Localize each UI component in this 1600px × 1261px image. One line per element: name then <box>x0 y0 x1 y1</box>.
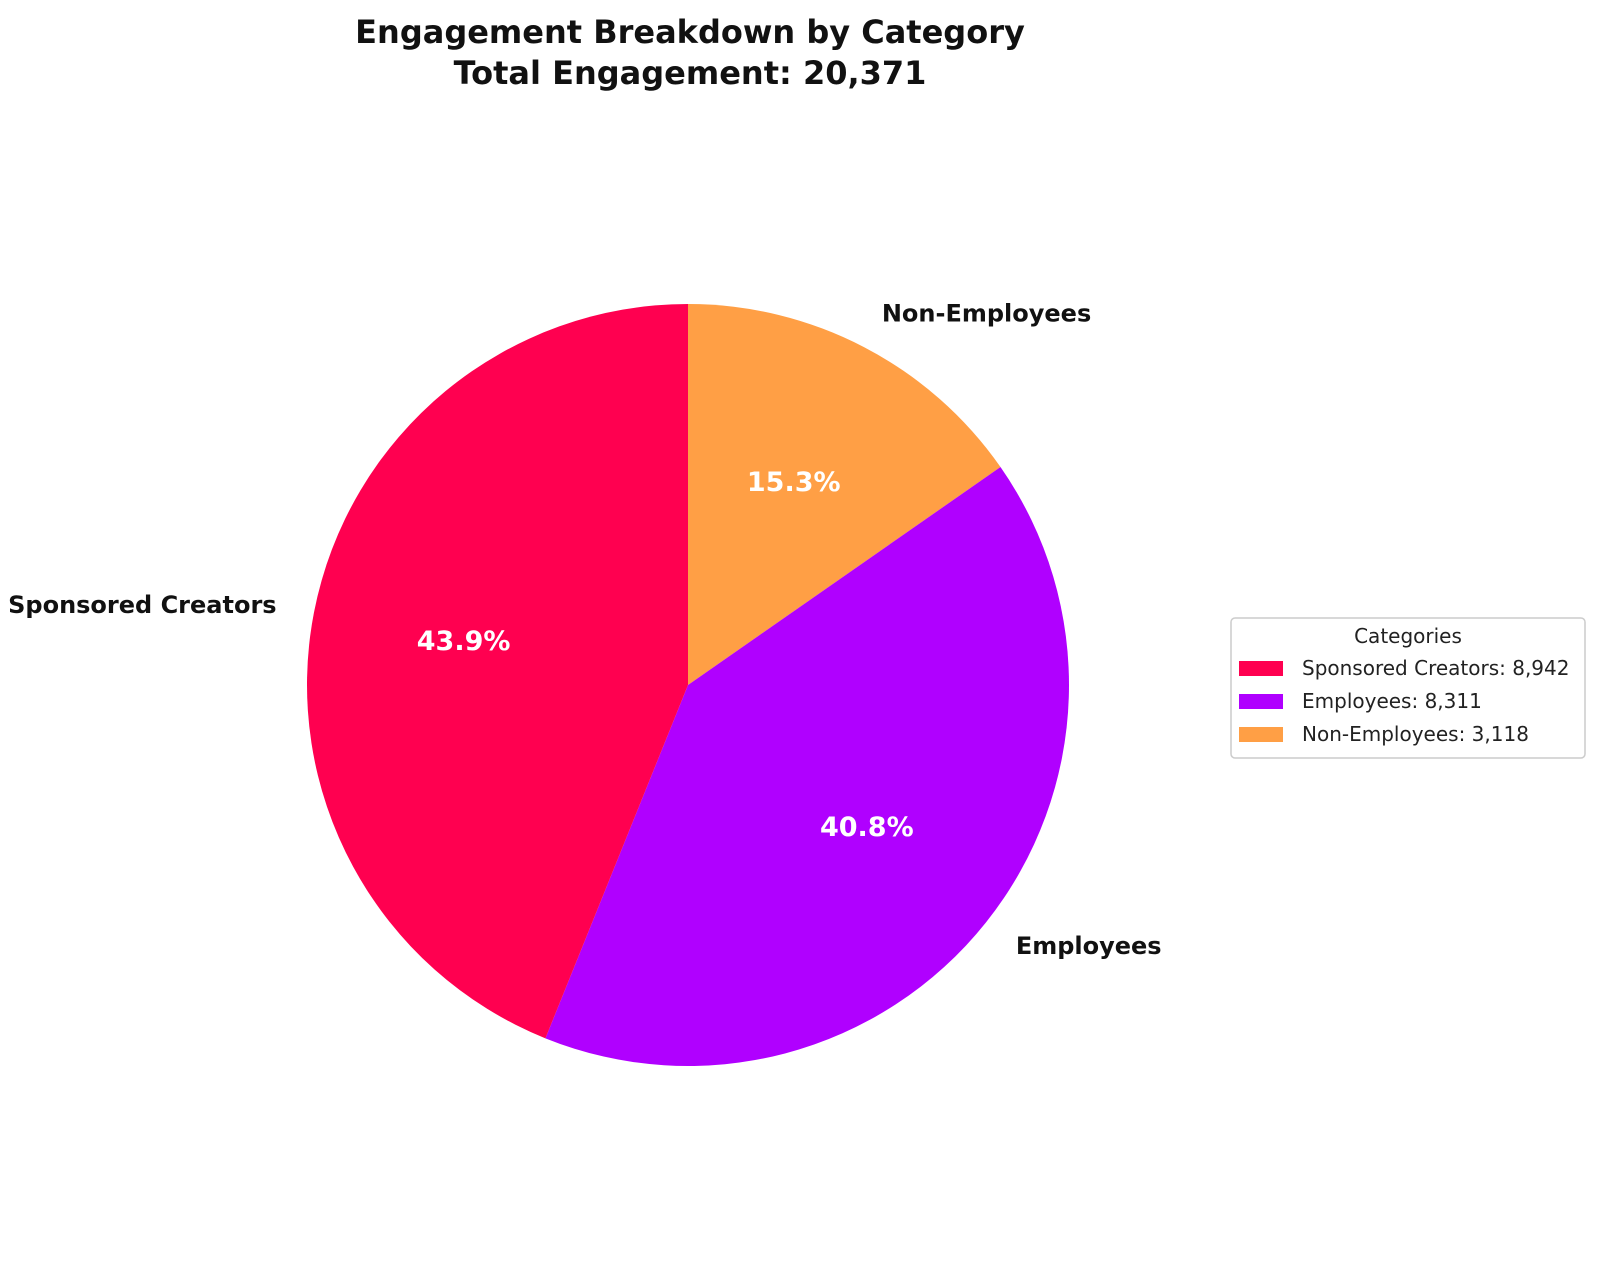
pie-slice-employees <box>545 467 1069 1066</box>
category-label-employees: Employees <box>1016 932 1162 960</box>
legend-label-non-employees: Non-Employees: 3,118 <box>1302 722 1529 746</box>
legend-swatch-non-employees <box>1239 727 1283 742</box>
legend-items: Sponsored Creators: 8,942 Employees: 8,31… <box>1239 656 1569 746</box>
legend-frame <box>1230 617 1586 759</box>
pie-slices <box>307 303 1069 1066</box>
percent-label-sponsored-creators: 43.9% <box>417 626 511 657</box>
percent-label-employees: 40.8% <box>820 812 914 843</box>
category-label-sponsored-creators: Sponsored Creators <box>8 591 276 619</box>
percent-labels: 15.3% 40.8% 43.9% <box>417 467 914 843</box>
category-label-non-employees: Non-Employees <box>882 299 1091 327</box>
category-labels: Non-Employees Employees Sponsored Creators <box>8 299 1161 960</box>
legend: Categories Sponsored Creators: 8,942 Empl… <box>1230 617 1586 759</box>
pie-slice-non-employees <box>688 304 1001 685</box>
pie-slice-sponsored-creators <box>307 303 688 1039</box>
chart-subtitle: Total Engagement: 20,371 <box>454 54 927 92</box>
legend-swatch-sponsored-creators <box>1239 661 1283 676</box>
legend-label-employees: Employees: 8,311 <box>1302 689 1482 713</box>
legend-swatch-employees <box>1239 694 1283 709</box>
legend-title: Categories <box>1354 624 1462 648</box>
percent-label-non-employees: 15.3% <box>747 467 841 498</box>
chart-title: Engagement Breakdown by Category <box>355 13 1025 51</box>
legend-label-sponsored-creators: Sponsored Creators: 8,942 <box>1302 656 1569 680</box>
